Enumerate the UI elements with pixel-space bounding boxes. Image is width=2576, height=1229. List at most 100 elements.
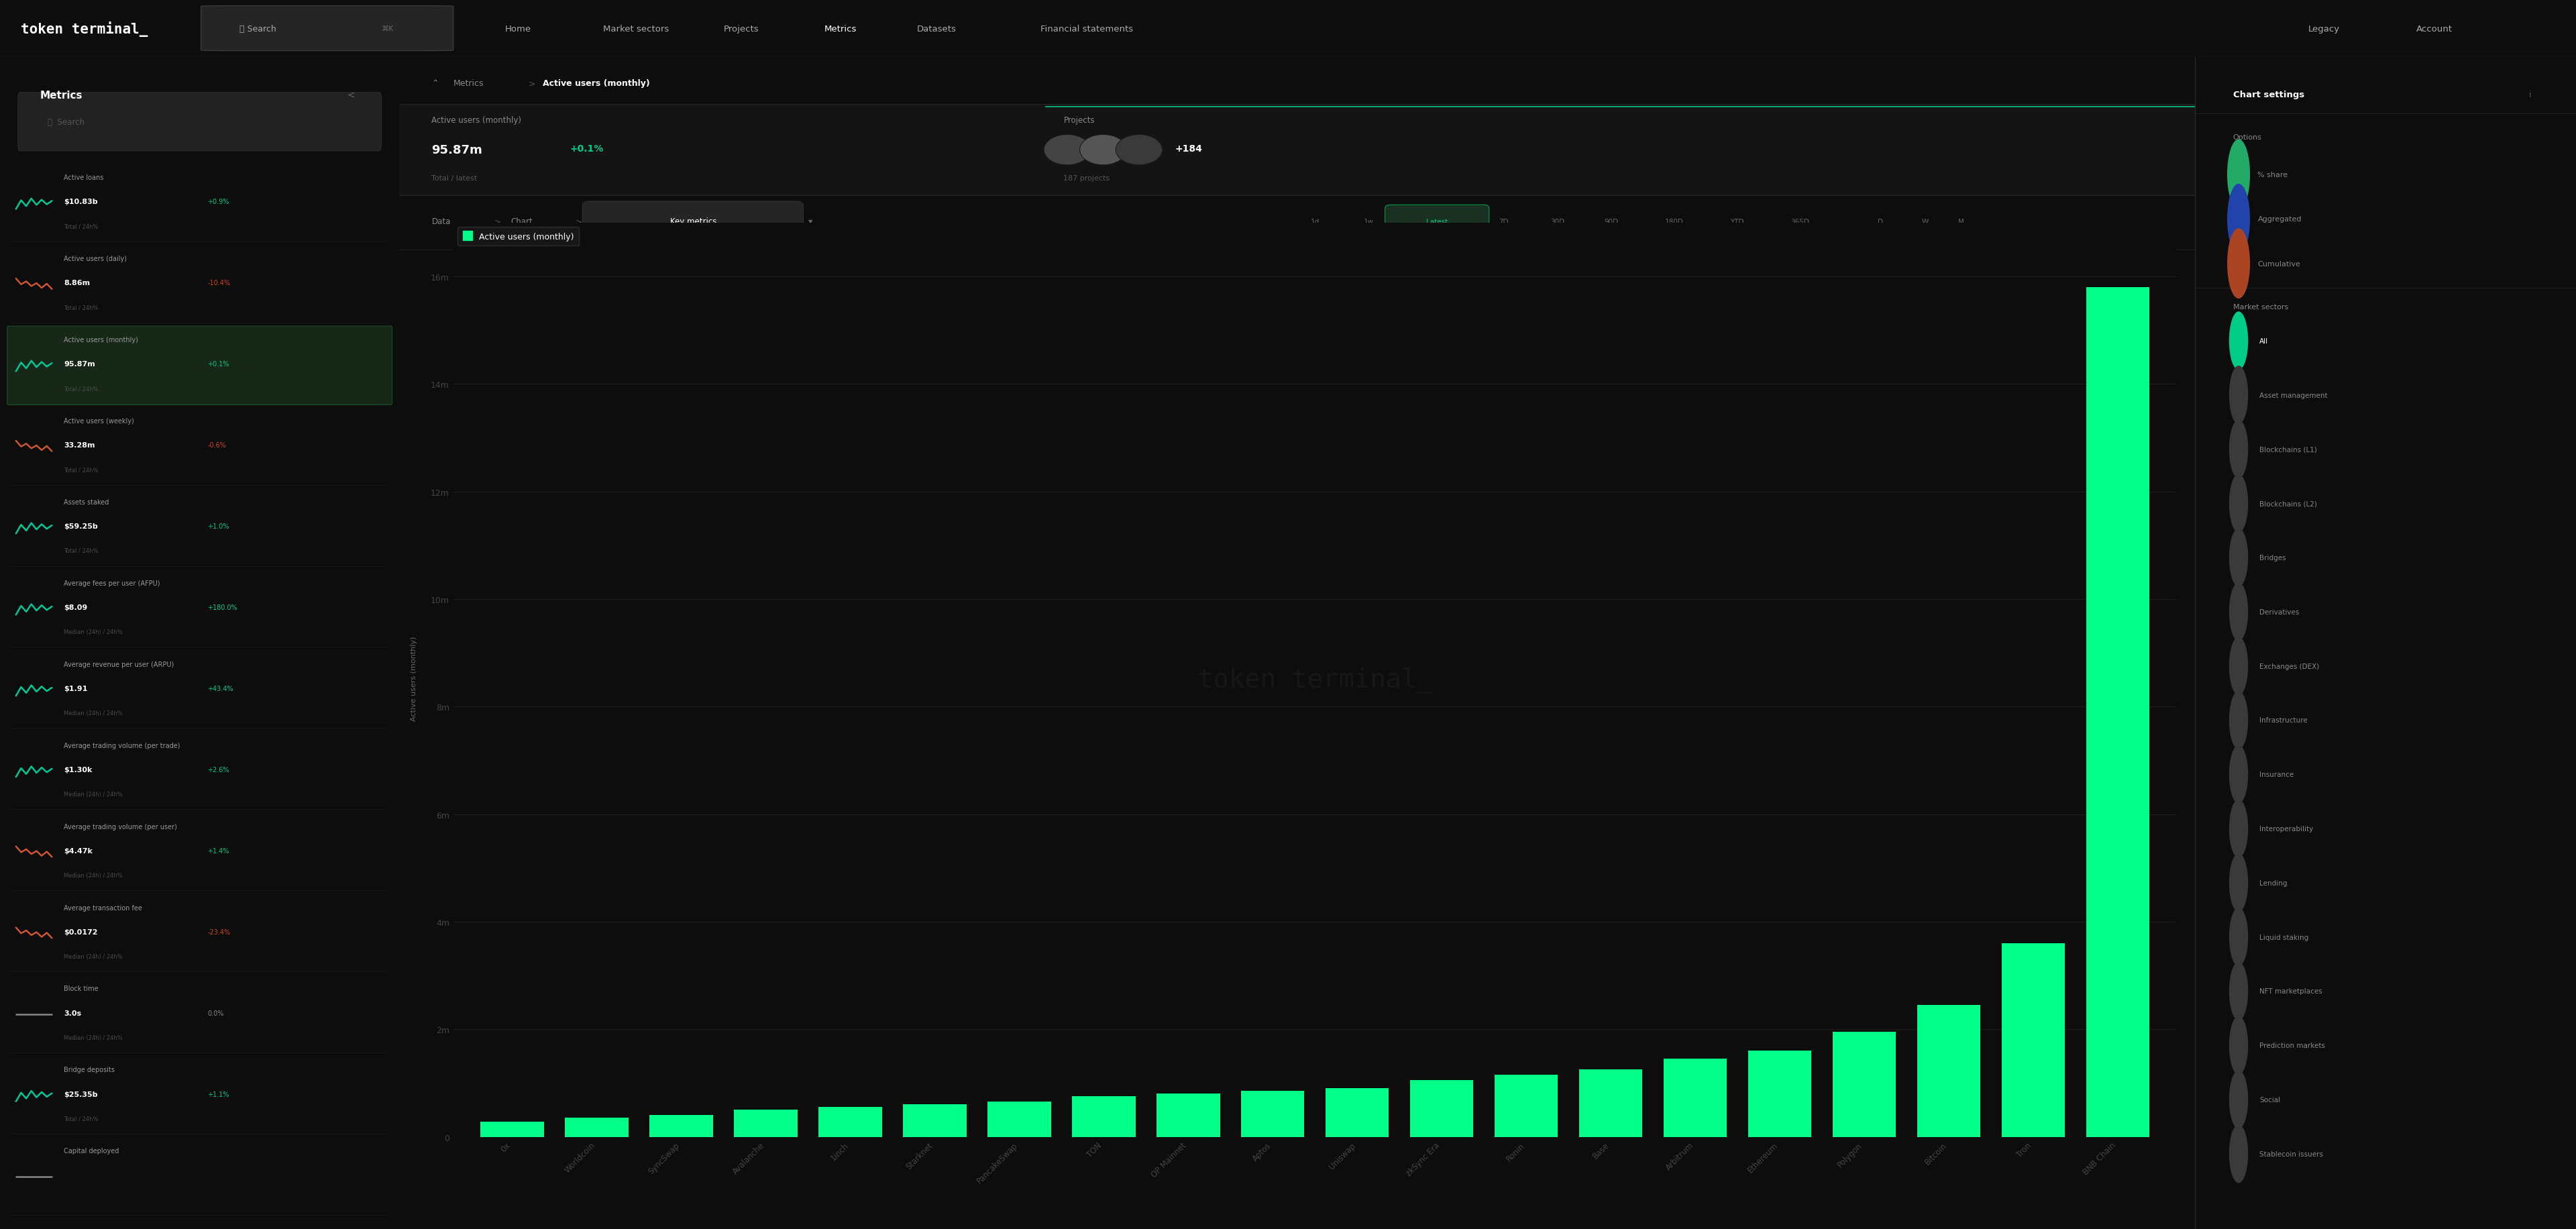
Text: Active users (monthly): Active users (monthly)	[544, 79, 649, 88]
Text: Stablecoin issuers: Stablecoin issuers	[2259, 1150, 2324, 1156]
Circle shape	[2228, 637, 2249, 696]
Text: Assets staked: Assets staked	[64, 499, 108, 505]
Text: 1d: 1d	[1311, 219, 1319, 225]
Text: Median (24h) / 24h%: Median (24h) / 24h%	[64, 1035, 124, 1040]
Text: Lending: Lending	[2259, 880, 2287, 886]
Circle shape	[2228, 366, 2249, 425]
Text: 7D: 7D	[1499, 219, 1510, 225]
Text: Median (24h) / 24h%: Median (24h) / 24h%	[64, 791, 124, 798]
Circle shape	[2228, 799, 2249, 858]
Text: -23.4%: -23.4%	[209, 929, 229, 935]
Circle shape	[2228, 854, 2249, 912]
Text: Chart settings: Chart settings	[2233, 91, 2303, 100]
Text: Active users (monthly): Active users (monthly)	[433, 117, 520, 125]
Text: Total / 24h%: Total / 24h%	[64, 1116, 98, 1121]
Text: Datasets: Datasets	[917, 25, 956, 33]
Circle shape	[2228, 745, 2249, 804]
Bar	[1242, 1091, 1303, 1137]
Text: Median (24h) / 24h%: Median (24h) / 24h%	[64, 710, 124, 717]
Text: Median (24h) / 24h%: Median (24h) / 24h%	[64, 629, 124, 635]
Text: % share: % share	[2257, 172, 2287, 178]
Text: Interoperability: Interoperability	[2259, 826, 2313, 832]
Text: 187 projects: 187 projects	[1064, 175, 1110, 182]
Text: $1.91: $1.91	[64, 686, 88, 692]
FancyBboxPatch shape	[201, 6, 453, 52]
FancyBboxPatch shape	[1386, 205, 1489, 245]
Text: W: W	[1922, 219, 1929, 225]
Text: Metrics: Metrics	[453, 79, 484, 88]
Circle shape	[1115, 135, 1162, 166]
Circle shape	[2228, 1070, 2249, 1129]
Text: Total / 24h%: Total / 24h%	[64, 548, 98, 554]
Bar	[1917, 1005, 1981, 1137]
Text: Blockchains (L1): Blockchains (L1)	[2259, 446, 2318, 454]
Text: Cumulative: Cumulative	[2257, 261, 2300, 267]
Text: >: >	[574, 218, 582, 226]
Text: $25.35b: $25.35b	[64, 1090, 98, 1097]
Text: Total / 24h%: Total / 24h%	[64, 467, 98, 473]
Text: Liquid staking: Liquid staking	[2259, 934, 2308, 940]
Text: >: >	[528, 79, 536, 88]
Bar	[399, 104, 2195, 195]
Circle shape	[2228, 184, 2249, 254]
Text: Data: Data	[433, 218, 451, 226]
FancyBboxPatch shape	[8, 327, 392, 406]
FancyBboxPatch shape	[582, 202, 804, 246]
Circle shape	[2228, 691, 2249, 750]
Text: >: >	[495, 218, 502, 226]
Text: +0.9%: +0.9%	[209, 199, 229, 205]
Text: Bridges: Bridges	[2259, 554, 2285, 562]
Text: Active users (monthly): Active users (monthly)	[64, 337, 139, 343]
Circle shape	[1043, 135, 1090, 166]
Bar	[2087, 288, 2148, 1137]
Text: +1.0%: +1.0%	[209, 524, 229, 530]
Circle shape	[2228, 962, 2249, 1020]
Text: Financial statements: Financial statements	[1041, 25, 1133, 33]
Text: 365D: 365D	[1790, 219, 1808, 225]
Circle shape	[2228, 474, 2249, 533]
Text: Home: Home	[505, 25, 531, 33]
Text: Social: Social	[2259, 1096, 2280, 1102]
Bar	[1072, 1096, 1136, 1137]
Bar	[482, 1122, 544, 1137]
Text: +2.6%: +2.6%	[209, 767, 229, 773]
Bar	[904, 1105, 966, 1137]
Legend: Active users (monthly): Active users (monthly)	[459, 227, 580, 246]
Bar	[987, 1102, 1051, 1137]
Text: Total / 24h%: Total / 24h%	[64, 305, 98, 311]
Text: +180.0%: +180.0%	[209, 605, 237, 611]
Text: Capital deployed: Capital deployed	[64, 1148, 118, 1154]
Text: $10.83b: $10.83b	[64, 199, 98, 205]
Text: Derivatives: Derivatives	[2259, 608, 2300, 616]
Circle shape	[2228, 1016, 2249, 1074]
Text: Market sectors: Market sectors	[603, 25, 670, 33]
Text: +0.1%: +0.1%	[569, 145, 603, 154]
Text: 90D: 90D	[1605, 219, 1618, 225]
Text: 0.0%: 0.0%	[209, 1009, 224, 1016]
Text: 30D: 30D	[1551, 219, 1564, 225]
Text: Average trading volume (per user): Average trading volume (per user)	[64, 823, 178, 830]
Text: +1.4%: +1.4%	[209, 848, 229, 854]
Circle shape	[2228, 140, 2249, 210]
Circle shape	[2228, 312, 2249, 370]
Circle shape	[2228, 908, 2249, 966]
Text: Chart: Chart	[510, 218, 533, 226]
Bar	[1832, 1032, 1896, 1137]
Text: Block time: Block time	[64, 986, 98, 992]
Text: Average trading volume (per trade): Average trading volume (per trade)	[64, 742, 180, 748]
Text: Market sectors: Market sectors	[2233, 304, 2287, 311]
Bar	[1494, 1075, 1558, 1137]
Text: Options: Options	[2233, 134, 2262, 140]
Text: token terminal_: token terminal_	[1198, 667, 1432, 693]
Bar	[1664, 1059, 1726, 1137]
Circle shape	[2228, 420, 2249, 479]
Text: Aggregated: Aggregated	[2257, 216, 2300, 222]
Text: $59.25b: $59.25b	[64, 524, 98, 530]
Text: D: D	[1878, 219, 1883, 225]
Text: Active users (monthly): Active users (monthly)	[410, 637, 417, 721]
Text: 8.86m: 8.86m	[64, 280, 90, 286]
Bar	[1157, 1094, 1221, 1137]
Text: 🔍 Search: 🔍 Search	[240, 25, 276, 33]
Text: $8.09: $8.09	[64, 605, 88, 611]
Circle shape	[1079, 135, 1126, 166]
